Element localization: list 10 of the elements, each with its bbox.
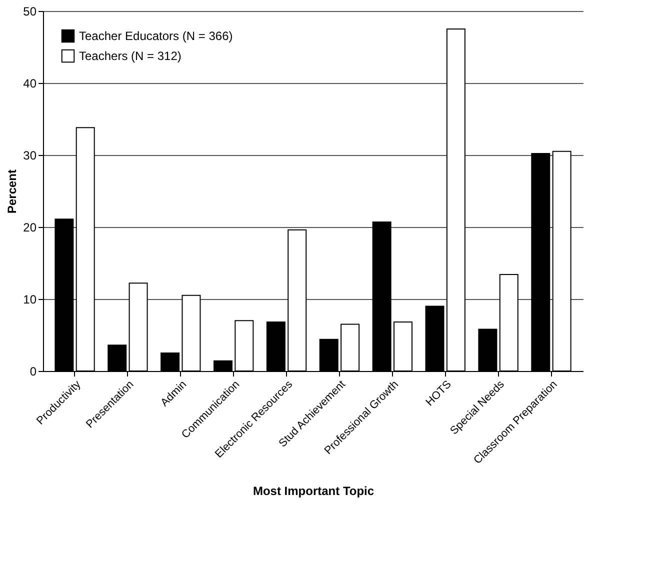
- y-tick-label: 20: [23, 220, 37, 234]
- y-tick-label: 0: [30, 364, 37, 378]
- y-tick-label: 30: [23, 148, 37, 162]
- y-tick-label: 40: [23, 76, 37, 90]
- x-axis-title: Most Important Topic: [252, 484, 374, 498]
- y-tick-label: 10: [23, 292, 37, 306]
- y-tick-label: 50: [23, 4, 37, 18]
- legend-label: Teacher Educators (N = 366): [79, 29, 233, 43]
- y-axis-title: Percent: [5, 169, 20, 214]
- legend-label: Teachers (N = 312): [79, 49, 182, 63]
